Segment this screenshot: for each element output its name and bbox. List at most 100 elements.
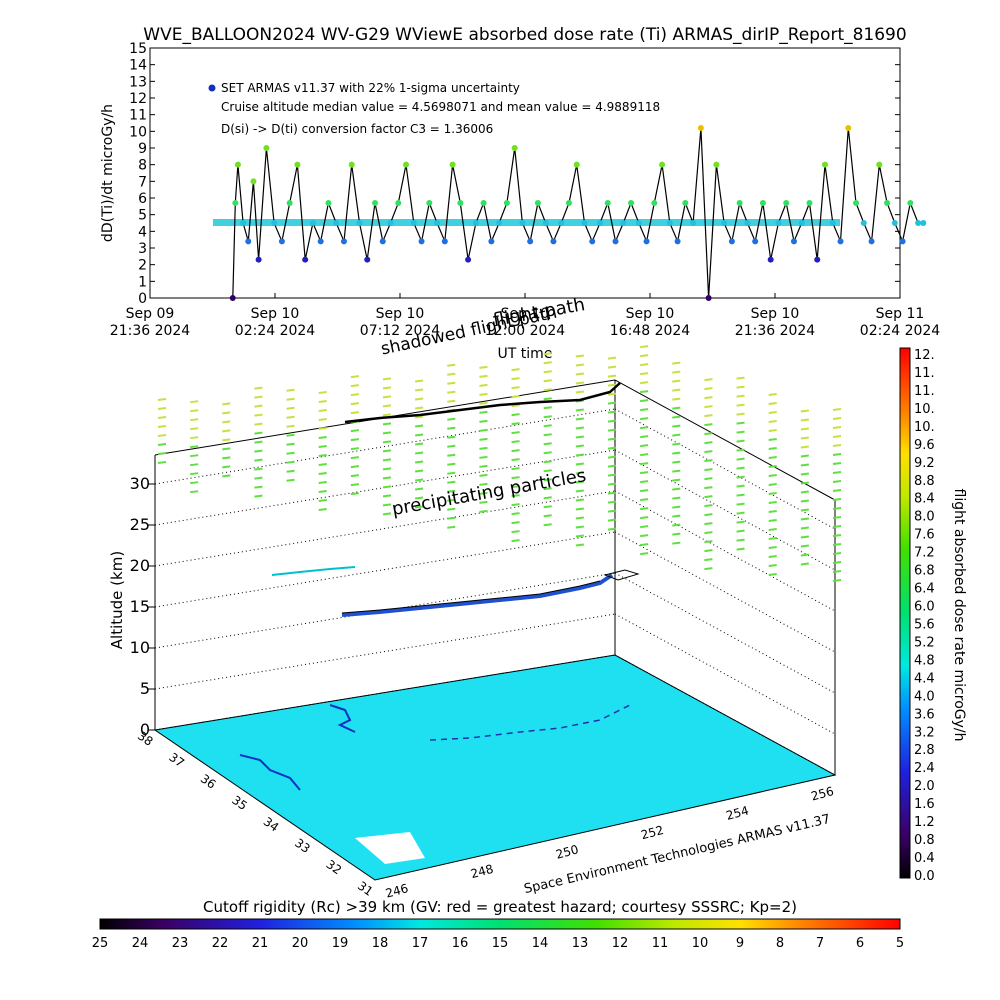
ts-x-tick-label: 02:24 2024 [235,323,316,339]
cutoff-tick-label: 22 [212,936,229,951]
particle-mark [640,489,649,493]
ground-track-b [239,754,301,791]
particle-mark [447,363,456,367]
particle-mark [575,543,584,547]
latitude-tick-label: 37 [166,750,187,770]
dose-rate-colorbar-gradient [899,347,911,879]
particle-mark [382,458,392,462]
particle-mark [543,406,552,410]
colorbar-tick-label: 11. [914,366,935,381]
particle-mark [479,374,488,378]
colorbar-tick-label: 4.0 [914,689,935,704]
particle-mark [254,494,263,498]
particle-mark [704,414,713,418]
particle-mark [607,392,617,396]
particle-mark [447,462,456,466]
cutoff-rigidity-gradient [99,918,901,930]
cutoff-tick-label: 7 [816,936,824,951]
ts-point [884,200,891,206]
particle-mark [222,420,231,424]
annotation-conversion: D(si) -> D(ti) conversion factor C3 = 1.… [221,122,493,136]
ts-point [767,256,774,263]
particle-mark [190,481,199,485]
particle-mark [832,543,842,546]
particle-mark [607,482,617,486]
particle-mark [704,432,713,436]
particle-mark [800,544,809,548]
particle-mark [190,445,199,449]
particle-mark [800,535,809,539]
particle-mark [704,567,713,571]
colorbar-tick-label: 5.6 [914,617,935,632]
particle-mark [511,530,520,534]
ts-point [705,295,712,301]
ts-y-tick-label: 2 [138,258,147,274]
ts-point [845,125,852,131]
particle-mark [800,490,809,494]
particle-mark [190,427,199,431]
particle-mark [222,438,231,442]
ts-point [697,125,704,131]
particle-mark [768,402,777,406]
flight-path-segment [271,566,356,576]
particle-mark [575,390,584,394]
particle-mark [543,487,552,491]
particle-mark [575,417,584,421]
ts-point [690,220,697,226]
altitude-tick-label: 0 [140,720,150,739]
particle-mark [382,512,392,516]
ts-point [263,145,270,151]
ts-y-tick-label: 7 [138,174,147,190]
longitude-tick-label: 246 [384,881,410,900]
particle-mark [575,534,584,538]
particle-mark [511,539,520,543]
particle-mark [479,446,488,450]
ts-x-tick-label: 12:00 2024 [485,323,566,339]
ts-legend: SET ARMAS v11.37 with 22% 1-sigma uncert… [208,81,660,136]
ts-point [418,238,425,245]
cutoff-rigidity-colorbar: Cutoff rigidity (Rc) >39 km (GV: red = g… [92,898,904,951]
colorbar-tick-label: 6.4 [914,582,935,597]
particle-mark [640,453,649,457]
particle-mark [479,455,488,459]
ts-median-band [213,219,840,226]
ts-point [465,256,472,263]
particle-mark [543,361,552,365]
particle-mark [157,461,167,464]
particle-mark [575,462,584,466]
particle-mark [479,383,488,387]
particle-mark [704,522,713,526]
particle-mark [543,496,552,500]
particle-mark [511,503,520,507]
particle-mark [704,450,713,454]
particle-mark [511,521,520,525]
ts-point [379,238,386,245]
ts-y-tick-label: 9 [138,141,147,157]
ts-point [643,238,650,245]
particle-mark [704,459,713,463]
ts-point [255,256,262,263]
ts-point [434,220,441,226]
longitude-tick-label: 256 [810,784,836,803]
particle-mark [768,429,777,433]
longitude-tick-label: 248 [469,862,495,881]
particle-mark [286,460,295,464]
particle-mark [768,393,777,397]
particle-mark [447,390,456,394]
particle-mark [382,386,392,390]
ts-point [635,220,642,226]
particle-mark [768,501,777,505]
particle-mark [640,408,649,412]
particle-mark [800,517,809,521]
particle-mark [575,471,584,475]
particle-mark [832,561,842,564]
cutoff-tick-label: 25 [92,936,109,951]
colorbar-tick-label: 0.8 [914,833,935,848]
particle-mark [286,469,295,473]
ts-point [573,161,580,168]
ts-point [604,200,611,206]
particle-mark [382,413,392,417]
ts-point [372,200,378,206]
particle-mark [736,430,745,434]
